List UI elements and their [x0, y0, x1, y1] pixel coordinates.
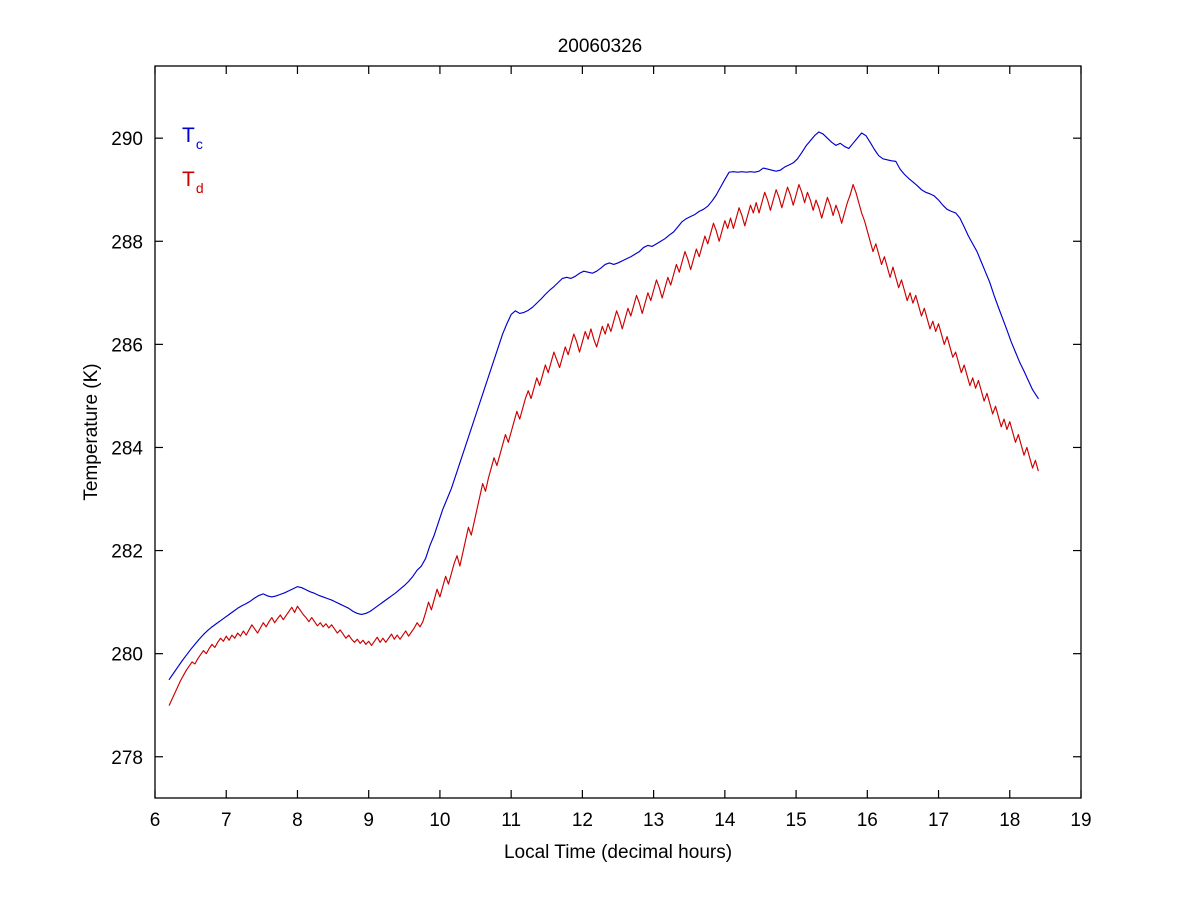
- y-tick-label: 282: [111, 542, 143, 563]
- legend-label-dry-reference-temperature: Td: [182, 168, 204, 196]
- x-tick-label: 8: [292, 810, 303, 831]
- x-tick-label: 13: [643, 810, 664, 831]
- legend-base-symbol: T: [182, 168, 195, 191]
- y-tick-label: 280: [111, 645, 143, 666]
- chart-title: 20060326: [558, 36, 643, 57]
- x-tick-label: 6: [150, 810, 161, 831]
- x-axis-ticks: 6 7 8 9 10 11 12 13 14 15 16 17 18 19: [150, 66, 1092, 831]
- y-tick-label: 288: [111, 232, 143, 253]
- series-line-Tc: [168, 131, 1039, 681]
- x-tick-label: 15: [786, 810, 807, 831]
- x-tick-label: 9: [363, 810, 374, 831]
- plot-frame: [154, 65, 1082, 799]
- x-tick-label: 7: [221, 810, 232, 831]
- legend-base-symbol: T: [182, 124, 195, 147]
- legend-subscript: d: [196, 180, 204, 196]
- x-tick-label: 16: [857, 810, 878, 831]
- y-tick-label: 286: [111, 335, 143, 356]
- x-tick-label: 19: [1070, 810, 1091, 831]
- x-tick-label: 17: [928, 810, 949, 831]
- legend-subscript: c: [196, 136, 203, 152]
- y-tick-label: 290: [111, 129, 143, 150]
- x-tick-label: 10: [429, 810, 450, 831]
- y-tick-label: 278: [111, 748, 143, 769]
- x-tick-label: 12: [572, 810, 593, 831]
- x-tick-label: 18: [999, 810, 1020, 831]
- legend-label-canopy-temperature: Tc: [182, 124, 203, 152]
- y-axis-ticks: 278 280 282 284 286 288 290: [111, 129, 1081, 769]
- plot-box: [154, 65, 1082, 799]
- data-series-group: [168, 131, 1039, 706]
- y-tick-label: 284: [111, 438, 143, 459]
- y-axis-label: Temperature (K): [81, 363, 102, 500]
- series-line-Td: [168, 183, 1039, 706]
- x-axis-label: Local Time (decimal hours): [504, 842, 732, 863]
- x-tick-label: 11: [501, 810, 521, 831]
- x-tick-label: 14: [714, 810, 736, 831]
